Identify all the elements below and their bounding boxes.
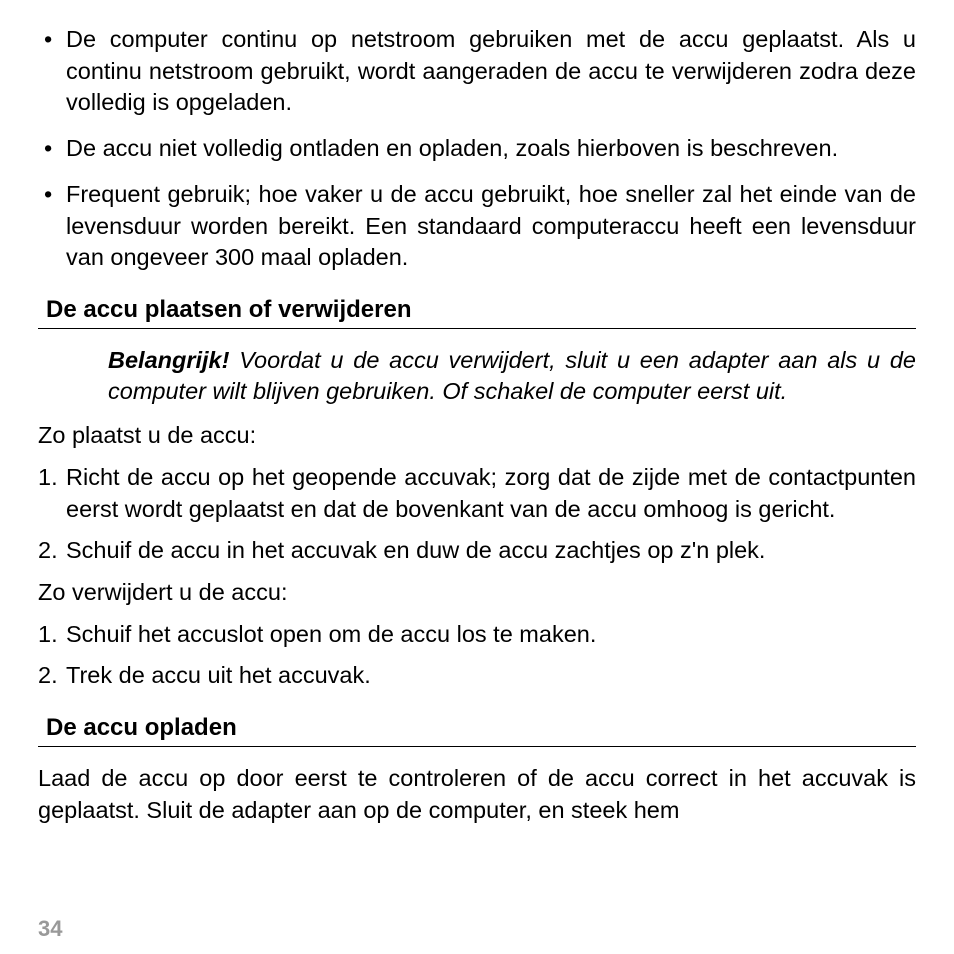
charging-body: Laad de accu op door eerst te controlere… <box>38 763 916 826</box>
intro-install: Zo plaatst u de accu: <box>38 420 916 452</box>
remove-steps: Schuif het accuslot open om de accu los … <box>38 619 916 692</box>
note-label: Belangrijk! <box>108 347 229 373</box>
remove-step: Schuif het accuslot open om de accu los … <box>38 619 916 651</box>
section-heading-install-remove: De accu plaatsen of verwijderen <box>38 296 916 329</box>
bullet-item: Frequent gebruik; hoe vaker u de accu ge… <box>38 179 916 274</box>
important-note: Belangrijk! Voordat u de accu verwijdert… <box>38 345 916 406</box>
section-heading-charging: De accu opladen <box>38 714 916 747</box>
note-text: Voordat u de accu verwijdert, sluit u ee… <box>108 347 916 404</box>
bullet-item: De accu niet volledig ontladen en oplade… <box>38 133 916 165</box>
page-number: 34 <box>38 916 62 942</box>
bullet-item: De computer continu op netstroom gebruik… <box>38 24 916 119</box>
install-steps: Richt de accu op het geopende accuvak; z… <box>38 462 916 567</box>
remove-step: Trek de accu uit het accuvak. <box>38 660 916 692</box>
install-step: Richt de accu op het geopende accuvak; z… <box>38 462 916 525</box>
install-step: Schuif de accu in het accuvak en duw de … <box>38 535 916 567</box>
intro-remove: Zo verwijdert u de accu: <box>38 577 916 609</box>
top-bullet-list: De computer continu op netstroom gebruik… <box>38 24 916 274</box>
